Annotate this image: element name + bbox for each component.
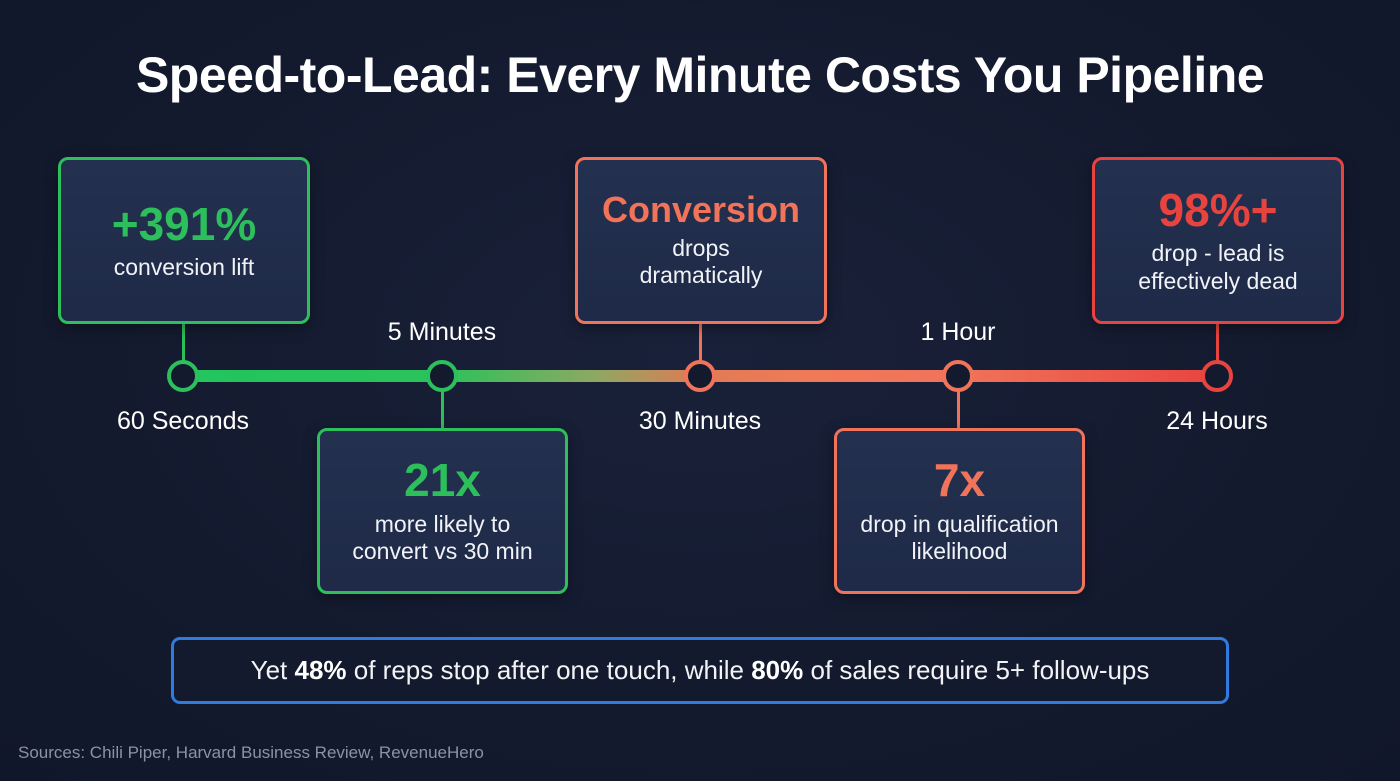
- stat-description: conversion lift: [113, 253, 255, 280]
- callout-text-post: of sales require 5+ follow-ups: [803, 655, 1150, 685]
- connector-stem: [957, 388, 960, 428]
- time-label-60-seconds: 60 Seconds: [116, 407, 250, 435]
- stat-headline: 21x: [404, 454, 481, 507]
- connector-stem: [699, 323, 702, 363]
- time-label-30-minutes: 30 Minutes: [638, 407, 762, 435]
- timeline-node-60-seconds: [167, 360, 199, 392]
- connector-stem: [1216, 323, 1219, 363]
- timeline-node-30-minutes: [684, 360, 716, 392]
- stat-description: drops dramatically: [639, 234, 763, 289]
- stat-card-1-hour: 7x drop in qualification likelihood: [834, 428, 1085, 594]
- stat-headline: 98%+: [1158, 183, 1278, 236]
- timeline-node-1-hour: [942, 360, 974, 392]
- connector-stem: [182, 323, 185, 363]
- callout-stat-reps: 48%: [294, 655, 347, 685]
- sources-footnote: Sources: Chili Piper, Harvard Business R…: [18, 743, 484, 762]
- timeline-node-5-minutes: [426, 360, 458, 392]
- stat-headline: Conversion: [601, 189, 801, 230]
- page-title: Speed-to-Lead: Every Minute Costs You Pi…: [135, 47, 1265, 103]
- callout-text-pre: Yet: [250, 655, 295, 685]
- stat-card-24-hours: 98%+ drop - lead is effectively dead: [1092, 157, 1344, 324]
- time-label-1-hour: 1 Hour: [920, 318, 996, 346]
- stat-card-5-minutes: 21x more likely to convert vs 30 min: [317, 428, 568, 594]
- timeline-node-24-hours: [1201, 360, 1233, 392]
- stat-card-30-minutes: Conversion drops dramatically: [575, 157, 827, 324]
- callout-banner: Yet 48% of reps stop after one touch, wh…: [171, 637, 1229, 704]
- time-label-24-hours: 24 Hours: [1166, 407, 1268, 435]
- stat-card-60-seconds: +391% conversion lift: [58, 157, 310, 324]
- callout-text-mid: of reps stop after one touch, while: [346, 655, 752, 685]
- stat-description: more likely to convert vs 30 min: [352, 510, 533, 565]
- stat-description: drop - lead is effectively dead: [1138, 240, 1298, 294]
- callout-stat-sales: 80%: [751, 655, 804, 685]
- connector-stem: [441, 388, 444, 428]
- stat-description: drop in qualification likelihood: [860, 510, 1059, 565]
- stat-headline: 7x: [933, 454, 986, 507]
- time-label-5-minutes: 5 Minutes: [387, 318, 497, 346]
- stat-headline: +391%: [111, 197, 257, 250]
